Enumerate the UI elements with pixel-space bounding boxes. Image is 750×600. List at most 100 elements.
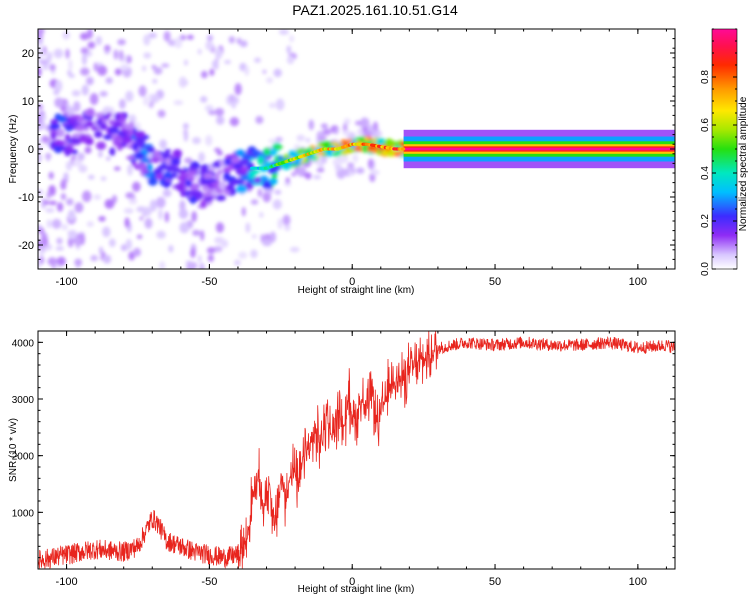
heat-blob bbox=[56, 237, 63, 245]
heat-blob bbox=[139, 216, 144, 221]
heat-blob bbox=[143, 52, 152, 59]
heat-blob bbox=[356, 167, 365, 174]
heat-blob bbox=[203, 173, 213, 180]
heat-blob bbox=[81, 190, 92, 203]
heat-blob bbox=[102, 254, 112, 264]
heat-blob bbox=[149, 147, 155, 152]
heat-blob bbox=[207, 254, 214, 262]
heat-blob bbox=[251, 149, 261, 156]
heat-blob bbox=[317, 136, 327, 141]
heat-blob bbox=[128, 114, 137, 124]
heat-blob bbox=[125, 155, 136, 160]
heat-blob bbox=[206, 34, 214, 42]
heat-blob bbox=[75, 124, 86, 132]
spectrogram-ridge bbox=[250, 129, 675, 170]
heat-blob bbox=[353, 154, 359, 163]
heat-blob bbox=[114, 68, 122, 76]
heat-blob bbox=[68, 59, 73, 71]
heat-blob bbox=[213, 245, 223, 253]
heat-blob bbox=[262, 191, 272, 203]
heat-blob bbox=[144, 217, 153, 229]
heat-blob bbox=[291, 172, 297, 177]
heat-blob bbox=[60, 193, 67, 201]
heat-blob bbox=[66, 106, 75, 116]
heat-blob bbox=[48, 171, 54, 180]
heat-blob bbox=[49, 64, 56, 71]
heat-blob bbox=[164, 157, 173, 166]
ridge-band bbox=[403, 147, 675, 151]
heat-blob bbox=[224, 60, 232, 65]
heat-blob bbox=[162, 189, 172, 198]
snr-series-line bbox=[38, 331, 675, 569]
heat-blob bbox=[273, 68, 282, 78]
x-tick-label: 50 bbox=[489, 576, 501, 588]
snr-x-label: Height of straight line (km) bbox=[298, 584, 415, 595]
heat-blob bbox=[105, 156, 111, 161]
heat-blob bbox=[228, 94, 236, 103]
x-tick-label: 100 bbox=[629, 276, 647, 288]
heat-blob bbox=[240, 166, 250, 173]
heat-blob bbox=[65, 161, 73, 171]
heat-blob bbox=[163, 180, 170, 189]
heat-blob bbox=[136, 206, 146, 213]
y-tick-label: -10 bbox=[18, 192, 34, 204]
heat-blob bbox=[45, 207, 55, 213]
heat-blob bbox=[233, 259, 241, 266]
heat-blob bbox=[223, 172, 231, 181]
heat-blob bbox=[38, 189, 44, 196]
heat-blob bbox=[286, 55, 295, 65]
heat-blob bbox=[132, 181, 141, 192]
heat-blob bbox=[216, 169, 224, 175]
heat-blob bbox=[95, 141, 107, 151]
heat-blob bbox=[180, 189, 186, 198]
heat-blob bbox=[370, 148, 378, 153]
heat-blob bbox=[170, 157, 181, 166]
heat-blob bbox=[282, 214, 291, 226]
heat-blob bbox=[43, 137, 52, 142]
heat-blob bbox=[206, 247, 216, 254]
ridge-point bbox=[400, 147, 406, 151]
heat-blob bbox=[38, 39, 44, 44]
heat-blob bbox=[69, 114, 80, 119]
heat-blob bbox=[158, 208, 163, 221]
colorbar-tick-label: 0.2 bbox=[700, 214, 711, 228]
heat-blob bbox=[48, 200, 57, 206]
heat-blob bbox=[67, 209, 76, 222]
heat-blob bbox=[153, 67, 163, 75]
heat-blob bbox=[103, 134, 113, 140]
heat-blob bbox=[216, 115, 225, 125]
heat-blob bbox=[108, 126, 120, 135]
heat-blob bbox=[354, 120, 363, 126]
heat-blob bbox=[369, 172, 376, 183]
heat-blob bbox=[307, 146, 313, 152]
heat-blob bbox=[250, 199, 259, 205]
heat-blob bbox=[179, 222, 190, 234]
heat-blob bbox=[238, 251, 248, 259]
heat-blob bbox=[105, 77, 113, 84]
heat-blob bbox=[134, 130, 146, 139]
heat-blob bbox=[41, 197, 46, 209]
heat-blob bbox=[80, 47, 89, 54]
heat-blob bbox=[118, 98, 126, 110]
heat-blob bbox=[74, 236, 82, 248]
y-tick-label: 10 bbox=[22, 96, 34, 108]
heat-blob bbox=[285, 177, 290, 184]
heat-blob bbox=[55, 246, 65, 251]
heat-blob bbox=[47, 257, 58, 266]
heat-blob bbox=[156, 196, 166, 209]
heat-blob bbox=[94, 130, 103, 139]
heat-blob bbox=[124, 208, 131, 214]
heat-blob bbox=[79, 32, 90, 41]
heat-blob bbox=[191, 210, 197, 223]
heat-blob bbox=[67, 70, 72, 76]
x-tick-label: 100 bbox=[629, 576, 647, 588]
heat-blob bbox=[372, 121, 379, 131]
heat-blob bbox=[123, 130, 129, 135]
heat-blob bbox=[109, 147, 116, 156]
y-tick-label: 4000 bbox=[12, 338, 35, 349]
heat-blob bbox=[164, 148, 171, 154]
heat-blob bbox=[81, 84, 89, 96]
heat-blob bbox=[68, 229, 78, 240]
heat-blob bbox=[79, 134, 88, 143]
